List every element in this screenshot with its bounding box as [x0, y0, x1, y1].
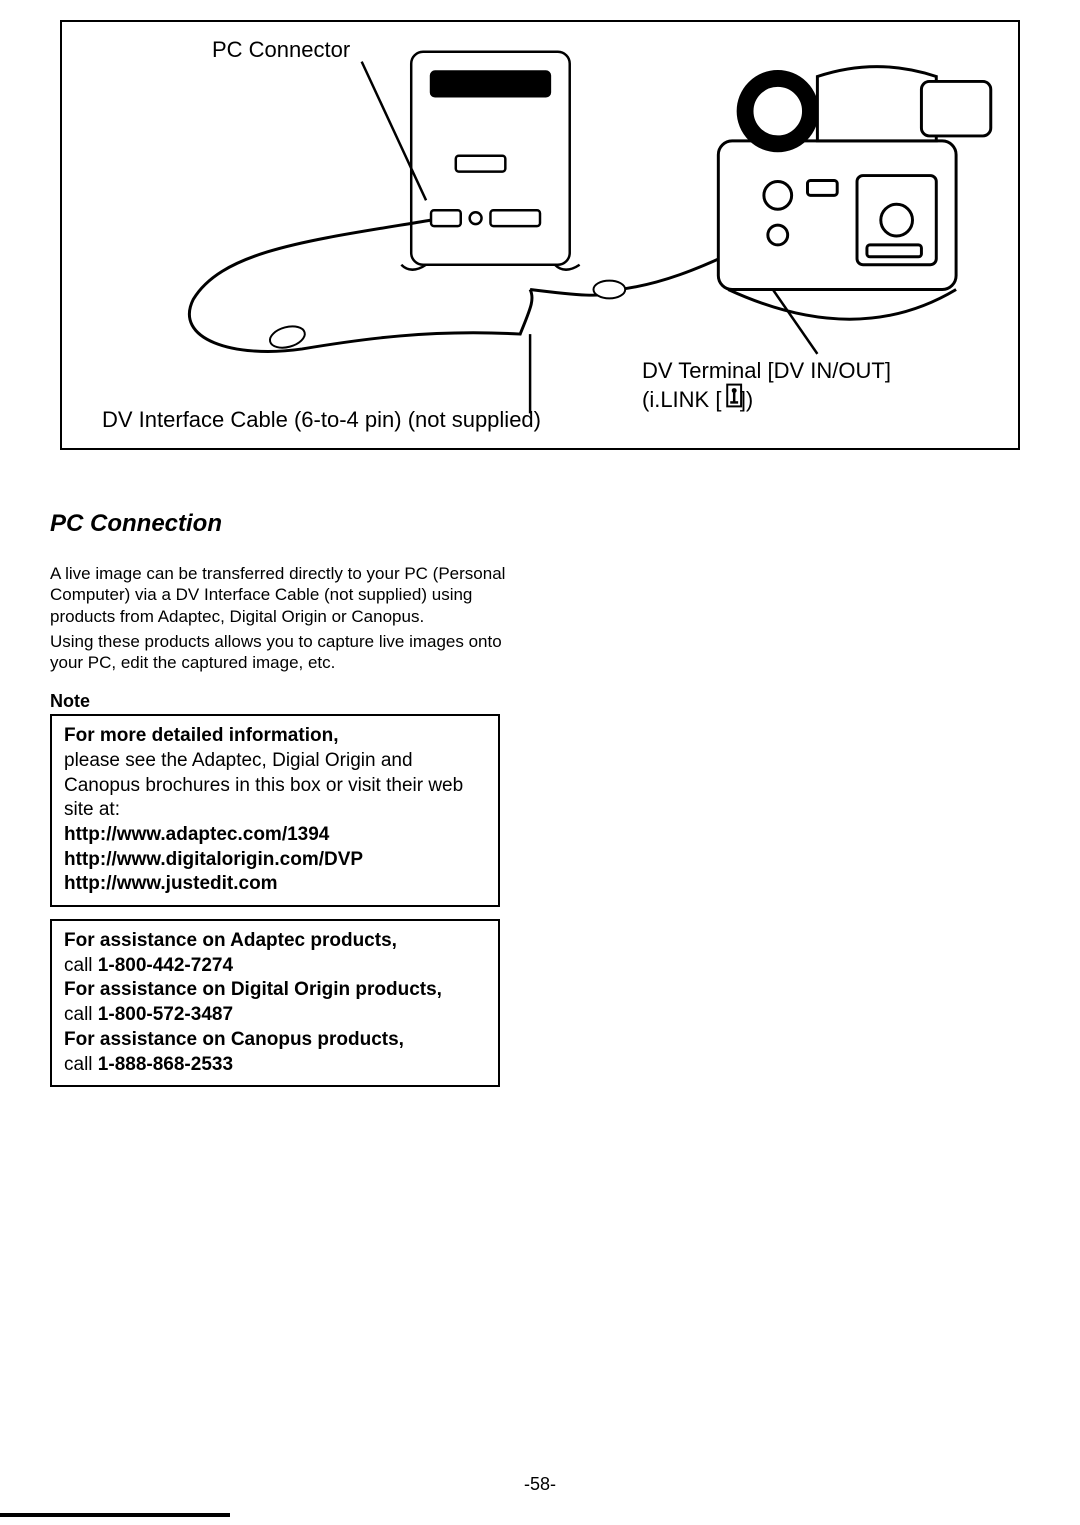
- page-number: -58-: [524, 1474, 556, 1495]
- connection-diagram: PC Connector DV Terminal [DV IN/OUT] (i.…: [60, 20, 1020, 450]
- note-box-info: For more detailed information, please se…: [50, 714, 500, 907]
- dv-terminal-label: DV Terminal [DV IN/OUT] (i.LINK [ ]): [642, 357, 891, 414]
- note1-body: please see the Adaptec, Digial Origin an…: [64, 750, 463, 820]
- assist-adaptec-num: 1-800-442-7274: [98, 955, 233, 976]
- cable-label: DV Interface Cable (6-to-4 pin) (not sup…: [102, 407, 541, 433]
- assist-canopus-label: For assistance on Canopus products,: [64, 1029, 404, 1050]
- dv-terminal-line1: DV Terminal [DV IN/OUT]: [642, 358, 891, 383]
- note1-lead: For more detailed information,: [64, 725, 338, 746]
- assist-canopus-call: call: [64, 1054, 98, 1075]
- note-box-assist: For assistance on Adaptec products, call…: [50, 919, 500, 1087]
- assist-do-label: For assistance on Digital Origin product…: [64, 979, 442, 1000]
- note1-url2: http://www.digitalorigin.com/DVP: [64, 849, 363, 870]
- assist-do-num: 1-800-572-3487: [98, 1004, 233, 1025]
- paragraph-1: A live image can be transferred directly…: [50, 563, 510, 627]
- note-label: Note: [50, 691, 550, 712]
- note1-url3: http://www.justedit.com: [64, 873, 278, 894]
- section-title: PC Connection: [50, 510, 550, 538]
- assist-adaptec-label: For assistance on Adaptec products,: [64, 930, 397, 951]
- pc-connector-label: PC Connector: [212, 37, 350, 63]
- content-column: PC Connection A live image can be transf…: [50, 510, 550, 1087]
- assist-do-call: call: [64, 1004, 98, 1025]
- assist-canopus-num: 1-888-868-2533: [98, 1054, 233, 1075]
- dv-terminal-line2b: ]): [740, 387, 753, 412]
- paragraph-2: Using these products allows you to captu…: [50, 631, 510, 674]
- note1-url1: http://www.adaptec.com/1394: [64, 824, 329, 845]
- dv-terminal-line2a: (i.LINK [: [642, 387, 721, 412]
- bottom-rule: [0, 1513, 230, 1517]
- ilink-icon-inline: [721, 387, 739, 412]
- assist-adaptec-call: call: [64, 955, 98, 976]
